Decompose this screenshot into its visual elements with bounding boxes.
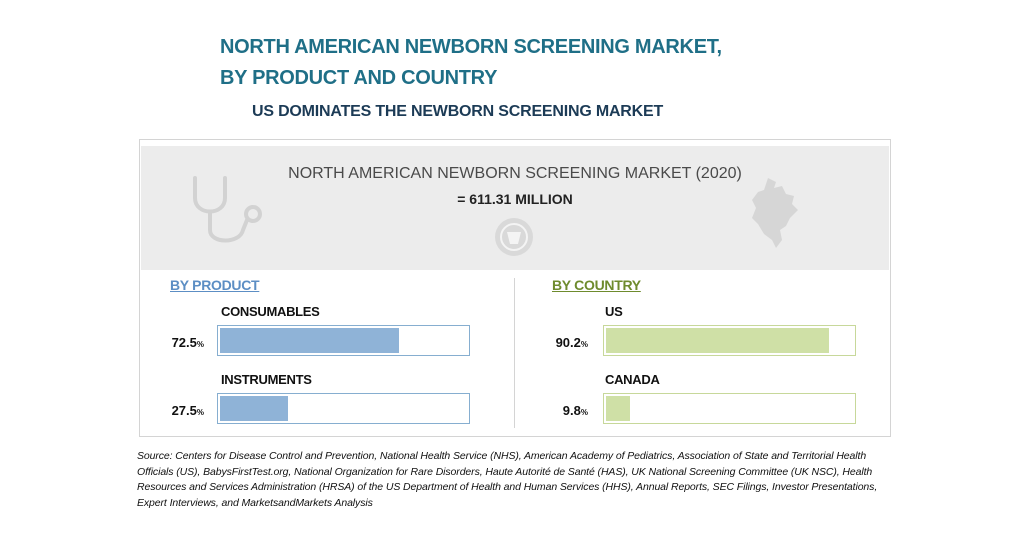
title-line-1: NORTH AMERICAN NEWBORN SCREENING MARKET, xyxy=(220,36,722,58)
country-bar-value-number: 9.8 xyxy=(562,403,581,418)
north-america-map-icon xyxy=(752,178,798,248)
page-subtitle: US DOMINATES THE NEWBORN SCREENING MARKE… xyxy=(252,103,664,120)
title-line-2: BY PRODUCT AND COUNTRY xyxy=(220,67,498,89)
product-bar-value-consumables: 72.5% xyxy=(144,335,204,350)
product-bar-instruments xyxy=(220,396,288,421)
country-bar-value-us: 90.2% xyxy=(528,335,588,350)
market-size-value: = 611.31 MILLION xyxy=(457,191,573,207)
product-bar-value-instruments: 27.5% xyxy=(144,403,204,418)
source-note: Source: Centers for Disease Control and … xyxy=(137,450,878,509)
product-bar-label-consumables: CONSUMABLES xyxy=(221,304,320,319)
section-divider xyxy=(514,278,515,428)
product-bar-value-unit: % xyxy=(196,408,204,417)
medical-badge-icon xyxy=(495,218,533,256)
country-section-title: BY COUNTRY xyxy=(552,277,641,293)
country-bar-track-canada xyxy=(603,393,856,424)
country-bar-us xyxy=(606,328,829,353)
country-bar-value-unit: % xyxy=(580,408,588,417)
stethoscope-icon xyxy=(193,176,262,243)
product-bar-value-unit: % xyxy=(196,340,204,349)
country-bar-label-us: US xyxy=(605,304,623,319)
market-size-banner: NORTH AMERICAN NEWBORN SCREENING MARKET … xyxy=(141,146,889,270)
product-bar-label-instruments: INSTRUMENTS xyxy=(221,372,312,387)
market-card: NORTH AMERICAN NEWBORN SCREENING MARKET … xyxy=(139,139,891,437)
country-bar-canada xyxy=(606,396,630,421)
country-bar-label-canada: CANADA xyxy=(605,372,660,387)
product-bar-value-number: 72.5 xyxy=(171,335,197,350)
market-size-title: NORTH AMERICAN NEWBORN SCREENING MARKET … xyxy=(288,165,742,182)
page-title: NORTH AMERICAN NEWBORN SCREENING MARKET,… xyxy=(220,32,860,94)
country-bar-track-us xyxy=(603,325,856,356)
country-bar-value-number: 90.2 xyxy=(555,335,581,350)
product-bar-track-consumables xyxy=(217,325,470,356)
product-bar-value-number: 27.5 xyxy=(171,403,197,418)
product-bar-consumables xyxy=(220,328,399,353)
product-bar-track-instruments xyxy=(217,393,470,424)
product-section-title: BY PRODUCT xyxy=(170,277,260,293)
country-bar-value-unit: % xyxy=(580,340,588,349)
country-bar-value-canada: 9.8% xyxy=(528,403,588,418)
